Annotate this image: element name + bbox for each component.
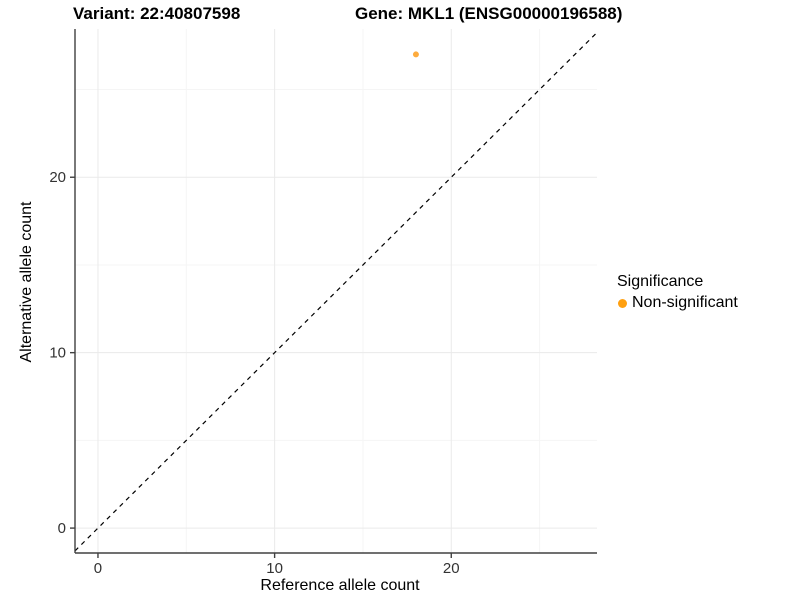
- x-tick-label: 0: [94, 560, 102, 577]
- legend-entry: Non-significant: [617, 294, 738, 312]
- y-tick-label: 10: [49, 345, 66, 362]
- plot-title-gene: Gene: MKL1 (ENSG00000196588): [355, 4, 623, 23]
- legend-point-icon: [618, 298, 627, 308]
- x-tick-label: 10: [266, 560, 283, 577]
- y-tick-label: 20: [49, 169, 66, 186]
- plot-title-variant: Variant: 22:40807598: [73, 4, 241, 23]
- legend: Significance Non-significant: [617, 273, 738, 312]
- data-point: [412, 51, 419, 58]
- legend-title: Significance: [617, 273, 704, 290]
- legend-entry-label: Non-significant: [632, 294, 738, 311]
- y-tick-label: 0: [58, 520, 66, 537]
- identity-line: [74, 32, 598, 552]
- x-axis-title: Reference allele count: [260, 577, 420, 594]
- x-tick-label: 20: [443, 560, 460, 577]
